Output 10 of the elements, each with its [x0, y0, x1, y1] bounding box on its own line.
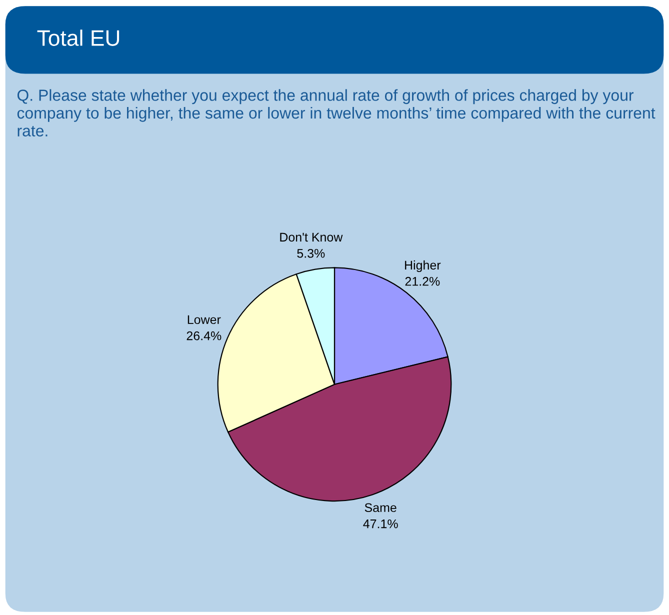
- chart-title: Total EU: [37, 30, 120, 46]
- data-label: 26.4%: [186, 331, 222, 340]
- slice-label: Same: [364, 503, 396, 512]
- chart-subtitle: Q. Please state whether you expect the annual rate of growth of prices charged by your company to be higher, the same or lower in twelve months’ time compared with the current rate.: [17, 89, 656, 136]
- data-label: 47.1%: [363, 519, 398, 528]
- slice-label: Higher: [405, 260, 441, 272]
- slice-label: Lower: [188, 315, 221, 324]
- slice-label: Don't Know: [280, 232, 343, 242]
- data-label: 5.3%: [297, 248, 325, 258]
- data-label: 21.2%: [405, 276, 440, 286]
